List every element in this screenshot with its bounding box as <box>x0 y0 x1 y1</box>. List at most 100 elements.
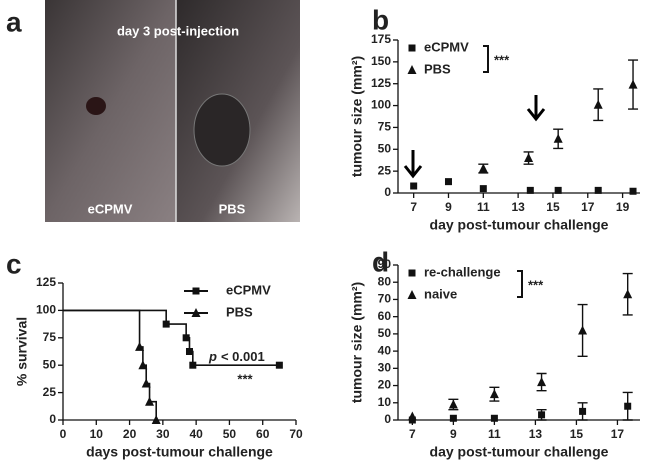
marker <box>553 133 563 143</box>
marker <box>185 348 193 355</box>
y-tick-label: 30 <box>378 361 392 375</box>
marker <box>629 187 637 195</box>
x-axis-label: day post-tumour challenge <box>430 444 609 460</box>
legend-marker <box>191 308 201 317</box>
y-tick-label: 90 <box>378 257 392 271</box>
marker <box>526 186 534 194</box>
y-tick-label: 10 <box>378 395 392 409</box>
y-tick-label: 75 <box>378 120 392 134</box>
marker <box>275 361 283 369</box>
marker <box>449 414 457 422</box>
y-tick-label: 100 <box>36 303 56 317</box>
legend-bracket <box>517 270 523 298</box>
p-value: p < 0.001 <box>208 349 265 364</box>
photo-label: PBS <box>219 201 246 216</box>
marker <box>490 414 498 422</box>
marker <box>537 377 547 387</box>
legend-label: eCPMV <box>226 282 271 297</box>
photo-left <box>45 0 176 222</box>
y-tick-label: 80 <box>378 274 392 288</box>
marker <box>182 334 190 342</box>
eye <box>193 93 251 167</box>
significance: *** <box>494 52 510 67</box>
legend-label: re-challenge <box>424 264 501 279</box>
photo-label: eCPMV <box>88 201 133 216</box>
arrow <box>403 150 423 179</box>
marker <box>410 182 418 190</box>
x-tick-label: 20 <box>123 427 137 441</box>
marker <box>554 186 562 194</box>
marker <box>448 399 458 409</box>
y-axis-label: % survival <box>14 317 30 386</box>
y-tick-label: 0 <box>49 412 56 426</box>
y-tick-label: 125 <box>371 76 391 90</box>
photo-caption: day 3 post-injection <box>117 23 239 38</box>
y-tick-label: 50 <box>378 141 392 155</box>
marker <box>162 320 170 328</box>
y-axis-label: tumour size (mm²) <box>349 282 365 403</box>
y-tick-label: 100 <box>371 98 391 112</box>
significance: *** <box>237 371 253 386</box>
y-tick-label: 0 <box>384 185 391 199</box>
legend-label: PBS <box>226 304 253 319</box>
x-tick-label: 7 <box>410 200 417 214</box>
legend-label: eCPMV <box>424 39 469 54</box>
y-tick-label: 40 <box>378 343 392 357</box>
marker <box>479 185 487 193</box>
marker <box>145 396 155 406</box>
y-tick-label: 50 <box>43 357 57 371</box>
x-axis-label: days post-tumour challenge <box>86 444 273 460</box>
marker <box>578 325 588 335</box>
y-tick-label: 0 <box>384 412 391 426</box>
marker <box>538 411 546 419</box>
y-tick-label: 25 <box>378 163 392 177</box>
p-text: < 0.001 <box>221 349 265 364</box>
marker <box>489 389 499 399</box>
panel-letter: a <box>6 6 22 37</box>
y-tick-label: 20 <box>378 378 392 392</box>
x-tick-label: 13 <box>529 427 543 441</box>
legend-label: PBS <box>424 61 451 76</box>
legend-marker <box>408 269 416 277</box>
x-tick-label: 13 <box>511 200 525 214</box>
x-tick-label: 17 <box>611 427 625 441</box>
panel-letter: c <box>6 248 22 279</box>
x-tick-label: 50 <box>223 427 237 441</box>
y-tick-label: 60 <box>378 309 392 323</box>
x-tick-label: 30 <box>156 427 170 441</box>
legend-marker <box>192 287 200 295</box>
x-tick-label: 0 <box>60 427 67 441</box>
marker <box>623 289 633 299</box>
x-tick-label: 70 <box>289 427 303 441</box>
y-tick-label: 125 <box>36 275 56 289</box>
y-tick-label: 175 <box>371 32 391 46</box>
x-tick-label: 15 <box>546 200 560 214</box>
y-tick-label: 70 <box>378 292 392 306</box>
marker <box>593 99 603 109</box>
marker <box>151 415 161 424</box>
marker <box>135 341 145 351</box>
y-tick-label: 50 <box>378 326 392 340</box>
panel-letter: d <box>372 246 389 277</box>
marker <box>579 407 587 415</box>
x-tick-label: 9 <box>445 200 452 214</box>
x-tick-label: 11 <box>477 200 490 214</box>
marker <box>444 178 452 186</box>
marker <box>624 402 632 410</box>
marker <box>138 360 148 370</box>
y-tick-label: 150 <box>371 54 391 68</box>
y-tick-label: 25 <box>43 385 57 399</box>
legend-bracket <box>483 45 489 73</box>
marker <box>628 79 638 89</box>
legend-marker <box>408 44 416 52</box>
panel-letter: b <box>372 4 389 35</box>
x-tick-label: 7 <box>409 427 416 441</box>
legend-marker <box>407 290 417 299</box>
x-tick-label: 19 <box>616 200 630 214</box>
x-tick-label: 17 <box>581 200 595 214</box>
legend-marker <box>407 65 417 74</box>
arrow <box>526 95 546 122</box>
marker <box>478 163 488 173</box>
